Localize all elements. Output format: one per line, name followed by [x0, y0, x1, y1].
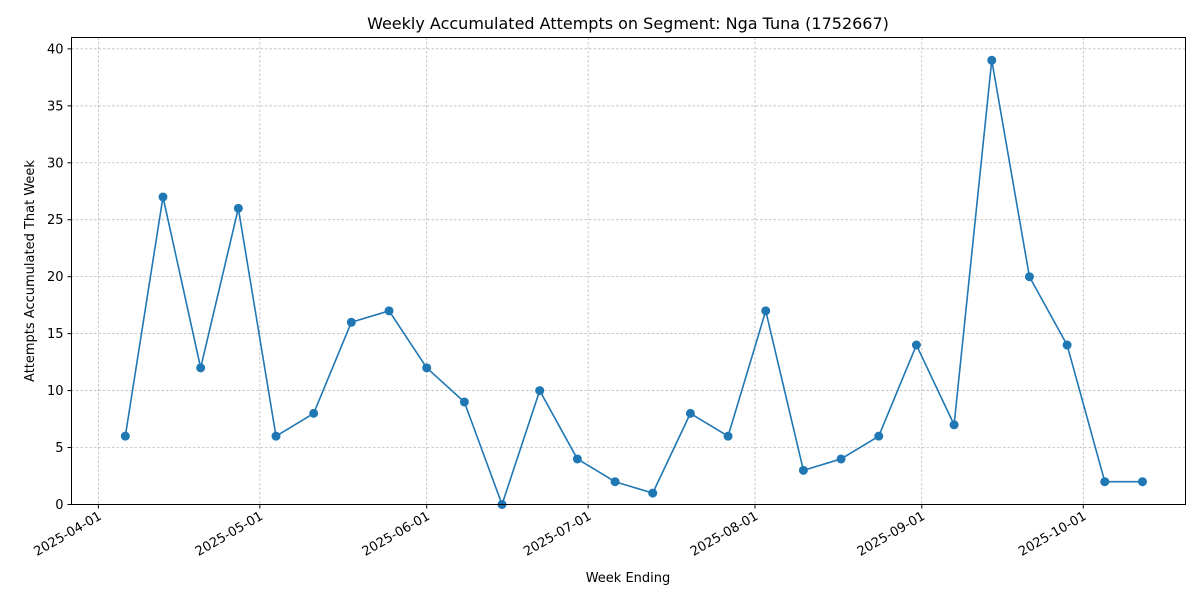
chart-title: Weekly Accumulated Attempts on Segment: …: [367, 14, 889, 33]
y-tick-label: 15: [47, 327, 64, 342]
data-point: [1024, 272, 1034, 282]
data-point: [987, 55, 997, 65]
series-line: [124, 59, 1143, 506]
grid: [71, 37, 1186, 505]
data-point: [1100, 477, 1110, 487]
data-point: [459, 397, 469, 407]
x-axis: 2025-04-01 2025-05-01 2025-06-01 2025-07-01…: [31, 504, 1089, 560]
y-tick-label: 20: [47, 270, 64, 285]
y-tick-label: 5: [55, 441, 63, 456]
x-tick-label: 2025-06-01: [360, 509, 433, 560]
data-point: [384, 306, 394, 316]
data-point: [685, 408, 695, 418]
y-tick-label: 40: [47, 42, 64, 57]
data-point: [1062, 340, 1072, 350]
data-point: [648, 488, 658, 498]
data-point: [535, 386, 545, 396]
x-tick-label: 2025-07-01: [521, 509, 594, 560]
data-point: [761, 306, 771, 316]
data-point: [120, 431, 130, 441]
x-tick-label: 2025-10-01: [1016, 509, 1089, 560]
x-tick-label: 2025-04-01: [31, 509, 104, 560]
data-point: [346, 317, 356, 327]
y-tick-label: 35: [47, 99, 64, 114]
y-tick-label: 10: [47, 384, 64, 399]
x-tick-label: 2025-08-01: [688, 509, 761, 560]
data-point: [271, 431, 281, 441]
y-axis-label: Attempts Accumulated That Week: [23, 160, 38, 382]
data-point: [836, 454, 846, 464]
data-point: [723, 431, 733, 441]
y-tick-label: 0: [55, 498, 63, 513]
data-point: [309, 408, 319, 418]
y-axis: 0 5 10 15 20 25 30 35 40: [47, 42, 72, 513]
data-point: [610, 477, 620, 487]
data-point: [572, 454, 582, 464]
plot-frame: [71, 37, 1186, 505]
series-layer: [120, 55, 1147, 509]
x-tick-label: 2025-09-01: [855, 509, 928, 560]
data-point: [196, 363, 206, 373]
data-point: [422, 363, 432, 373]
data-point: [949, 420, 959, 430]
data-point: [158, 192, 168, 202]
x-tick-label: 2025-05-01: [193, 509, 266, 560]
data-point: [233, 203, 243, 213]
data-point: [874, 431, 884, 441]
data-point: [911, 340, 921, 350]
x-axis-label: Week Ending: [586, 571, 671, 586]
y-tick-label: 30: [47, 156, 64, 171]
y-tick-label: 25: [47, 213, 64, 228]
data-point: [798, 465, 808, 475]
data-point: [1137, 477, 1147, 487]
